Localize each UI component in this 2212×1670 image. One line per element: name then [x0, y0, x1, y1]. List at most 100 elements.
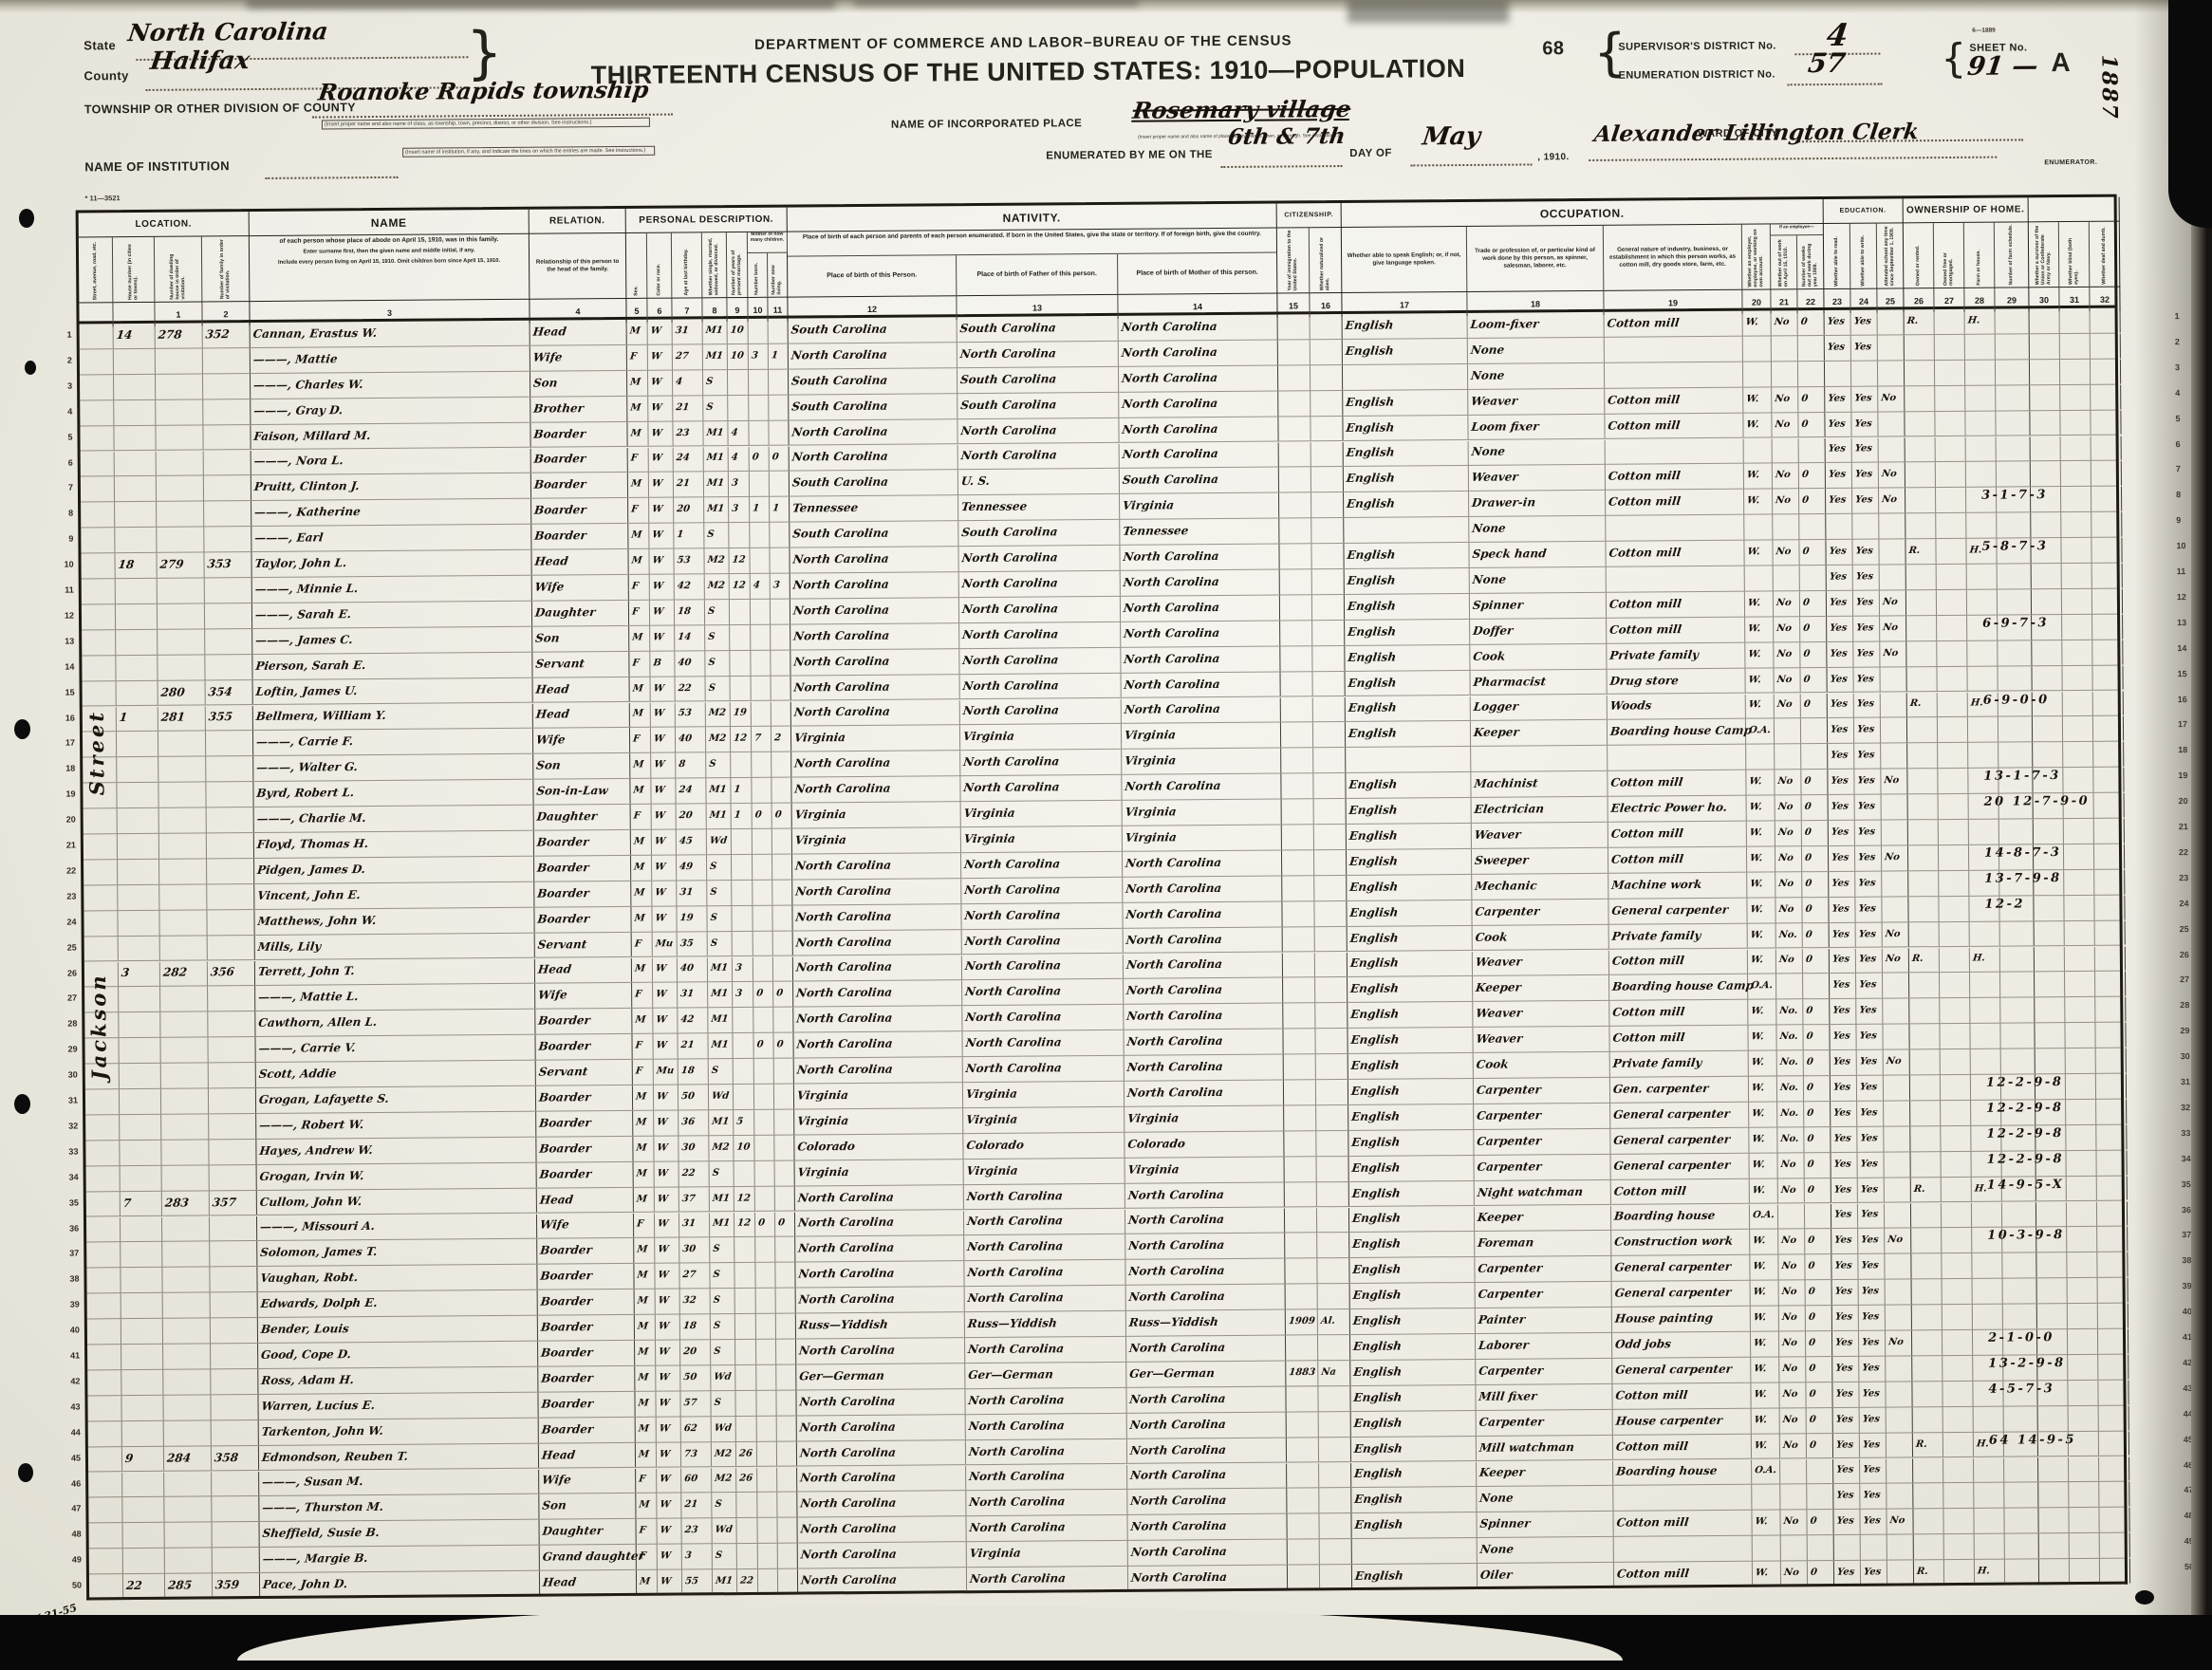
cell-text: Yes: [1858, 1005, 1878, 1016]
cell-text: Tennessee: [1122, 524, 1190, 538]
cell-text: Yes: [1830, 750, 1850, 761]
cell-mort: [1937, 615, 1968, 640]
cell-house: [114, 425, 157, 451]
tabulation-marks: 12-2: [1984, 897, 2026, 912]
cell-bpf: Tennessee: [958, 494, 1121, 521]
cell-emp: [1752, 1535, 1781, 1561]
cell-nat: [1310, 441, 1344, 467]
cell-weeks: 0: [1799, 540, 1827, 566]
cell-text: S: [713, 1345, 721, 1357]
cell-yrsmar: 10: [727, 318, 749, 344]
cell-text: R.: [1915, 1438, 1928, 1450]
cell-ind: Private family: [1608, 923, 1748, 950]
cell-sched: [2003, 1405, 2038, 1432]
cell-age: 62: [680, 1416, 712, 1442]
cell-text: W: [654, 810, 666, 822]
cell-weeks: 0: [1800, 616, 1828, 641]
cell-text: Yes: [1863, 1567, 1882, 1578]
cell-text: North Carolina: [1124, 779, 1222, 793]
cell-bp: Tennessee: [790, 495, 959, 522]
cell-street: [81, 579, 116, 604]
cell-text: North Carolina: [962, 780, 1061, 795]
cell-text: ———, Thurston M.: [261, 1500, 384, 1515]
cell-vet: [2031, 564, 2062, 589]
cell-text: 23: [683, 1525, 699, 1536]
cell-eng: English: [1348, 1002, 1474, 1029]
cell-text: North Carolina: [1125, 1034, 1224, 1048]
cell-family: [203, 424, 251, 450]
cell-imm: [1278, 467, 1312, 492]
cell-dwelling: [161, 1140, 210, 1165]
cell-text: Machinist: [1473, 776, 1539, 790]
cell-family: [203, 399, 251, 425]
cell-bpm: Colorado: [1125, 1131, 1285, 1158]
hole-punch: [18, 1463, 33, 1482]
cell-marital: M1: [708, 1033, 734, 1059]
cell-text: Yes: [1858, 979, 1878, 991]
cell-bpf: North Carolina: [962, 979, 1125, 1006]
cell-text: 0: [1809, 1515, 1818, 1528]
colhead-text: Relationship of this person to the head …: [535, 258, 620, 273]
cell-nat: [1317, 1334, 1351, 1361]
cell-text: Mu: [655, 937, 674, 949]
cell-imm: [1277, 340, 1310, 365]
cell-dwelling: [161, 1165, 210, 1191]
cell-text: North Carolina: [790, 450, 889, 464]
cell-text: M1: [712, 1218, 731, 1230]
cell-sex: F: [636, 1468, 658, 1494]
cell-weeks: 0: [1806, 1433, 1834, 1458]
cell-text: Wife: [532, 350, 564, 364]
cell-text: Mill watchman: [1478, 1439, 1575, 1455]
cell-sched: [1996, 410, 2031, 436]
cell-imm: [1286, 1437, 1320, 1463]
cell-text: English: [1352, 1416, 1403, 1430]
cell-text: S: [711, 1065, 719, 1076]
cell-text: North Carolina: [1125, 855, 1222, 870]
cell-deaf: [2093, 792, 2125, 818]
cell-name: Bellmera, William Y.: [252, 703, 533, 731]
cell-text: English: [1348, 777, 1399, 791]
cell-name: Mills, Lily: [254, 933, 535, 960]
cell-relation: Daughter: [539, 1519, 637, 1545]
cell-text: Boarder: [536, 835, 590, 849]
cell-text: North Carolina: [1123, 677, 1221, 692]
line-number-left: 4: [67, 406, 73, 417]
cell-text: English: [1348, 828, 1399, 843]
cell-text: 3: [751, 350, 759, 362]
cell-school: [1880, 717, 1908, 743]
cell-vet: [2035, 997, 2066, 1023]
cell-cb: [750, 599, 771, 624]
cell-text: 12: [733, 733, 748, 745]
cell-yrsmar: 10: [727, 343, 749, 369]
tabulation-marks: 6-9-0-0: [1982, 692, 2050, 708]
column-group-header: NATIVITY.: [787, 203, 1277, 232]
institution-note: (Insert name of institution, if any, and…: [402, 145, 656, 158]
cell-dwelling: [158, 782, 207, 807]
cell-text: Yes: [1832, 1056, 1851, 1067]
cell-text: 12: [731, 554, 747, 566]
cell-text: M: [632, 759, 644, 770]
colhead-eng: Whether able to speak English; or, if no…: [1341, 226, 1468, 293]
cell-text: Cotton mill: [1608, 596, 1682, 611]
cell-bpf: North Carolina: [965, 1336, 1127, 1364]
colhead-text: Color or race.: [655, 263, 661, 296]
cell-outwork: [1773, 514, 1800, 540]
cell-ind: Boarding house Camp: [1609, 974, 1755, 1001]
cell-outwork: No: [1778, 1306, 1806, 1331]
cell-bpm: North Carolina: [1118, 314, 1278, 341]
cell-sex: F: [629, 728, 652, 753]
cell-emp: W.: [1748, 1076, 1778, 1102]
cell-cl: [770, 599, 791, 624]
cell-eng: English: [1350, 1436, 1478, 1462]
cell-imm: [1287, 1539, 1320, 1565]
cell-text: 0: [1809, 1414, 1817, 1425]
cell-trade: None: [1468, 439, 1606, 466]
cell-imm: [1282, 876, 1315, 901]
tabulation-marks: 2-1-0-0: [1987, 1330, 2054, 1345]
cell-text: W: [650, 325, 662, 337]
cell-text: R.: [1913, 1183, 1926, 1195]
cell-cl: [771, 676, 791, 701]
cell-yrsmar: [728, 395, 750, 420]
cell-ind: General carpenter: [1612, 1357, 1752, 1383]
cell-text: W.: [1750, 1006, 1765, 1017]
